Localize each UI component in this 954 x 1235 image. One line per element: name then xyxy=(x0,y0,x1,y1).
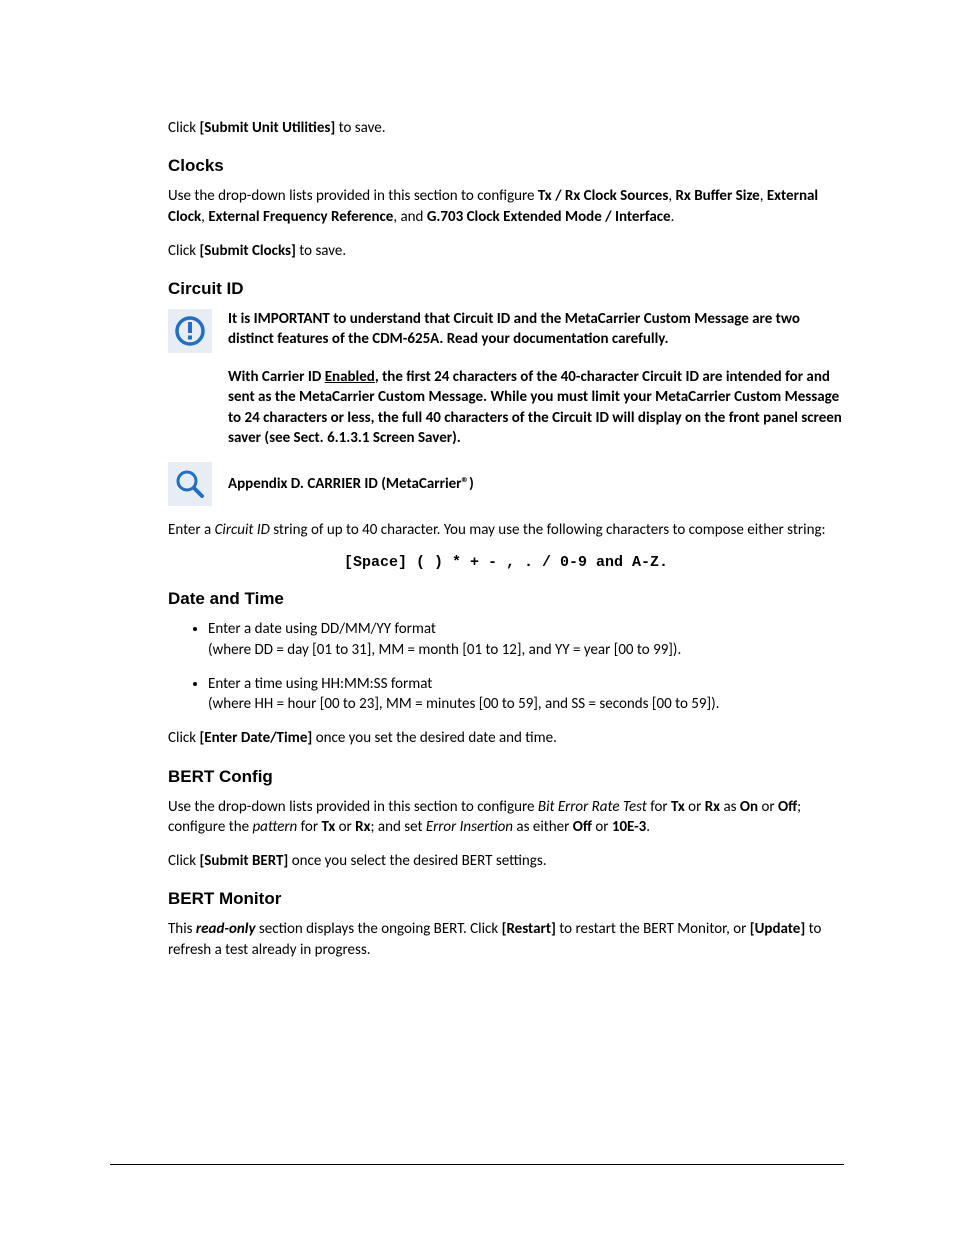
footer-rule xyxy=(110,1164,844,1165)
clocks-click-paragraph: Click [Submit Clocks] to save. xyxy=(168,241,844,261)
magnifier-icon xyxy=(168,462,212,506)
circuit-enter-paragraph: Enter a Circuit ID string of up to 40 ch… xyxy=(168,520,844,540)
appendix-label: Appendix D. CARRIER ID (MetaCarrier®) xyxy=(228,474,474,494)
text-bold: External Frequency Reference xyxy=(208,208,393,226)
text-italic: Circuit ID xyxy=(215,521,270,539)
text: . xyxy=(671,208,675,226)
note-paragraph-1: It is IMPORTANT to understand that Circu… xyxy=(228,309,844,350)
appendix-note: Appendix D. CARRIER ID (MetaCarrier®) xyxy=(168,462,844,506)
text: to save. xyxy=(296,242,346,260)
text-italic: pattern xyxy=(252,818,297,836)
text-bold: Tx / Rx Clock Sources xyxy=(538,187,668,205)
text-bold: 10E-3 xyxy=(612,818,646,836)
important-note: It is IMPORTANT to understand that Circu… xyxy=(168,309,844,353)
datetime-click-paragraph: Click [Enter Date/Time] once you set the… xyxy=(168,728,844,748)
text: for xyxy=(297,818,321,836)
text: (where DD = day [01 to 31], MM = month [… xyxy=(208,641,681,659)
text: once you select the desired BERT setting… xyxy=(288,852,546,870)
circuit-id-heading: Circuit ID xyxy=(168,279,844,299)
text: (where HH = hour [00 to 23], MM = minute… xyxy=(208,695,719,713)
text: , xyxy=(760,187,767,205)
text: With Carrier ID xyxy=(228,368,325,386)
clocks-paragraph: Use the drop-down lists provided in this… xyxy=(168,186,844,227)
text-bold: Rx xyxy=(355,818,370,836)
appendix-note-text: Appendix D. CARRIER ID (MetaCarrier®) xyxy=(228,462,844,506)
text: section displays the ongoing BERT. Click xyxy=(256,920,502,938)
important-icon xyxy=(168,309,212,353)
text-bold: Off xyxy=(778,798,797,816)
important-note-text: It is IMPORTANT to understand that Circu… xyxy=(228,309,844,350)
text: Click xyxy=(168,119,199,137)
text: ; and set xyxy=(370,818,425,836)
document-page: Click [Submit Unit Utilities] to save. C… xyxy=(0,0,954,1235)
text: to restart the BERT Monitor, or xyxy=(556,920,750,938)
text-bold: On xyxy=(740,798,758,816)
text: Enter a date using DD/MM/YY format xyxy=(208,620,436,638)
submit-unit-utilities-label: [Submit Unit Utilities] xyxy=(199,119,335,137)
text: or xyxy=(335,818,355,836)
text: . xyxy=(646,818,650,836)
text: , and xyxy=(393,208,426,226)
text: to save. xyxy=(335,119,385,137)
text: or xyxy=(592,818,612,836)
text: Enter a xyxy=(168,521,215,539)
text-italic: Bit Error Rate Test xyxy=(538,798,647,816)
text: or xyxy=(758,798,778,816)
text-bolditalic: read-only xyxy=(196,920,256,938)
allowed-characters: [Space] ( ) * + - , . / 0-9 and A-Z. xyxy=(168,554,844,571)
clocks-heading: Clocks xyxy=(168,156,844,176)
update-label: [Update] xyxy=(750,920,805,938)
text: as xyxy=(720,798,740,816)
note-paragraph-2: With Carrier ID Enabled, the first 24 ch… xyxy=(228,367,844,448)
restart-label: [Restart] xyxy=(502,920,556,938)
text-italic: Error Insertion xyxy=(426,818,513,836)
date-time-list: Enter a date using DD/MM/YY format (wher… xyxy=(168,619,844,714)
text-bold: G.703 Clock Extended Mode / Interface xyxy=(427,208,671,226)
text: This xyxy=(168,920,196,938)
text: once you set the desired date and time. xyxy=(312,729,557,747)
text: Click xyxy=(168,729,199,747)
bert-config-heading: BERT Config xyxy=(168,767,844,787)
text-bold: Rx Buffer Size xyxy=(675,187,759,205)
text: Click xyxy=(168,852,199,870)
note-continuation: With Carrier ID Enabled, the first 24 ch… xyxy=(228,367,844,448)
bert-monitor-paragraph: This read-only section displays the ongo… xyxy=(168,919,844,960)
text: string of up to 40 character. You may us… xyxy=(270,521,826,539)
text-bold: Off xyxy=(573,818,592,836)
text: Use the drop-down lists provided in this… xyxy=(168,187,538,205)
bert-monitor-heading: BERT Monitor xyxy=(168,889,844,909)
intro-paragraph: Click [Submit Unit Utilities] to save. xyxy=(168,118,844,138)
text: Enter a time using HH:MM:SS format xyxy=(208,675,432,693)
submit-clocks-label: [Submit Clocks] xyxy=(199,242,295,260)
bert-config-click-paragraph: Click [Submit BERT] once you select the … xyxy=(168,851,844,871)
text: or xyxy=(685,798,705,816)
submit-bert-label: [Submit BERT] xyxy=(199,852,288,870)
text-bold: Tx xyxy=(671,798,685,816)
text-underline: Enabled xyxy=(325,368,375,386)
text: for xyxy=(647,798,671,816)
enter-datetime-label: [Enter Date/Time] xyxy=(199,729,312,747)
bert-config-paragraph: Use the drop-down lists provided in this… xyxy=(168,797,844,838)
list-item: Enter a date using DD/MM/YY format (wher… xyxy=(208,619,844,660)
text: as either xyxy=(513,818,573,836)
text-bold: Rx xyxy=(705,798,720,816)
text-bold: Tx xyxy=(321,818,335,836)
text: Click xyxy=(168,242,199,260)
list-item: Enter a time using HH:MM:SS format (wher… xyxy=(208,674,844,715)
text: Use the drop-down lists provided in this… xyxy=(168,798,538,816)
date-time-heading: Date and Time xyxy=(168,589,844,609)
